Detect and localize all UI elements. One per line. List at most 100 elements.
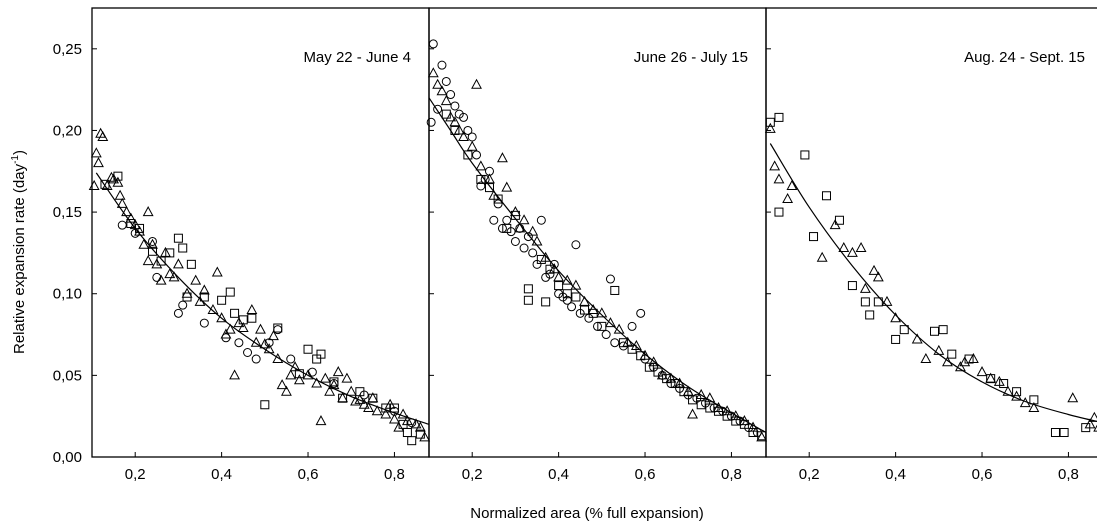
square-point (415, 429, 425, 439)
triangle-point (293, 374, 305, 385)
circle-point (152, 272, 162, 282)
triangle-point (1002, 385, 1014, 396)
triangle-point (855, 241, 867, 253)
circle-point (467, 132, 477, 142)
square-point (484, 183, 494, 193)
triangle-point (168, 271, 180, 282)
square-point (182, 292, 192, 302)
triangle-point (363, 401, 374, 413)
square-point (618, 338, 628, 348)
panels: 0,2 0,4 0,6 0,8 May 22 - June 4 0,2 0,4 0,6 0,8 J… (88, 7, 1097, 483)
square-point (554, 281, 564, 291)
triangle-point (371, 405, 383, 416)
circle-point (178, 300, 188, 310)
series-square (100, 171, 425, 446)
circle-point (251, 354, 261, 364)
square-point (696, 400, 706, 410)
panel-title: Aug. 24 - Sept. 15 (964, 49, 1085, 66)
triangle-point (332, 366, 344, 377)
circle-point (649, 362, 659, 372)
circle-point (359, 390, 369, 400)
triangle-point (324, 385, 336, 396)
square-point (999, 379, 1009, 389)
circle-point (117, 220, 127, 230)
triangle-point (427, 67, 439, 78)
series-triangle (88, 127, 431, 442)
triangle-point (432, 78, 444, 89)
square-point (389, 403, 399, 413)
triangle-point (255, 323, 266, 334)
square-point (225, 287, 235, 297)
square-point (644, 362, 654, 372)
panel-2: 0,2 0,4 0,6 0,8 June 26 - July 15 (426, 7, 768, 483)
circle-point (497, 223, 507, 233)
triangle-point (108, 173, 120, 184)
triangle-point (341, 372, 353, 383)
circle-point (752, 428, 762, 438)
triangle-point (764, 122, 776, 133)
triangle-point (237, 321, 249, 333)
triangle-point (466, 140, 478, 151)
triangle-point (942, 356, 953, 367)
square-point (338, 393, 348, 403)
circle-point (584, 313, 594, 323)
circle-point (692, 393, 702, 403)
triangle-point (114, 189, 126, 200)
triangle-point (475, 160, 487, 171)
triangle-point (250, 336, 262, 347)
circle-point (472, 150, 482, 160)
square-point (126, 219, 136, 229)
circle-point (627, 321, 637, 331)
circle-point (528, 248, 538, 258)
triangle-point (134, 225, 145, 236)
circle-point (562, 295, 572, 305)
circle-point (575, 308, 585, 318)
triangle-point (233, 317, 245, 328)
circle-point (147, 236, 157, 246)
x-tick-label: 0,8 (721, 466, 742, 483)
circle-point (389, 406, 399, 416)
triangle-point (786, 179, 798, 190)
triangle-point (773, 173, 785, 184)
circle-point (605, 274, 615, 284)
y-tick-label: 0,20 (53, 122, 82, 139)
square-point (493, 194, 503, 204)
triangle-point (393, 421, 405, 432)
circle-point (549, 259, 559, 269)
square-point (774, 207, 784, 217)
x-tick-label: 0,6 (972, 466, 993, 483)
triangle-point (1067, 392, 1079, 403)
circle-point (618, 341, 628, 351)
square-point (147, 246, 157, 256)
circle-point (463, 125, 473, 135)
triangle-point (272, 352, 284, 364)
triangle-point (246, 304, 258, 315)
y-tick-labels: 0,00 0,05 0,10 0,15 0,20 0,25 (53, 41, 82, 466)
square-point (1012, 387, 1022, 397)
triangle-point (358, 398, 370, 409)
circle-point (683, 390, 693, 400)
triangle-point (959, 356, 971, 367)
series-triangle (427, 67, 768, 442)
triangle-point (211, 266, 223, 277)
circle-point (493, 199, 503, 209)
series-triangle (764, 122, 1097, 432)
square-point (303, 344, 313, 354)
circle-point (519, 243, 529, 253)
circle-point (221, 333, 231, 343)
square-point (834, 215, 844, 225)
triangle-point (414, 421, 426, 432)
circle-point (426, 117, 436, 127)
square-point (610, 285, 620, 295)
x-tick-label: 0,8 (384, 466, 405, 483)
square-point (523, 295, 533, 305)
circle-point (571, 240, 581, 250)
circle-point (407, 418, 417, 428)
y-axis: 0,00 0,05 0,10 0,15 0,20 0,25 Relative expans… (10, 41, 82, 466)
square-point (821, 191, 831, 201)
triangle-point (151, 258, 163, 269)
triangle-point (838, 241, 850, 253)
triangle-point (302, 369, 314, 380)
circle-point (701, 398, 711, 408)
x-tick-label: 0,6 (635, 466, 656, 483)
